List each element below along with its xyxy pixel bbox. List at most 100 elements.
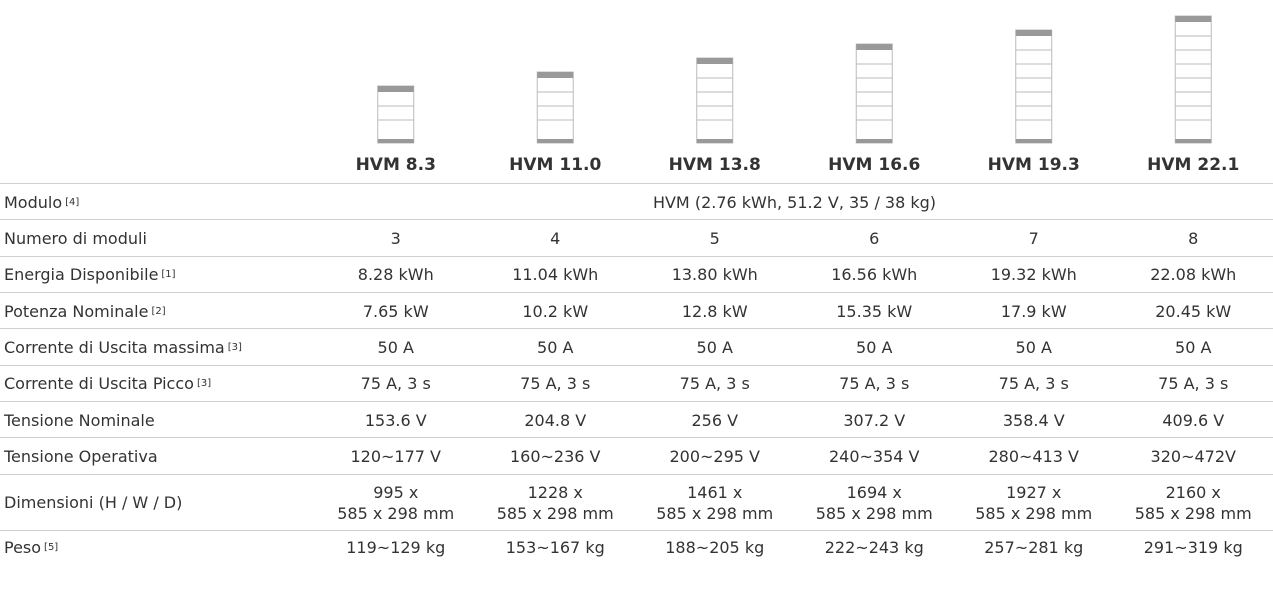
- table-cell: 240~354 V: [795, 438, 955, 475]
- table-cell: 119~129 kg: [316, 531, 476, 564]
- row-label: Corrente di Uscita massima[3]: [0, 329, 320, 366]
- table-cell: 256 V: [635, 402, 795, 438]
- model-name: HVM 19.3: [954, 155, 1114, 181]
- row-label: Peso[5]: [0, 531, 320, 564]
- footnote-ref: [1]: [161, 264, 175, 285]
- footnote-ref: [3]: [197, 373, 211, 394]
- table-cell: 7.65 kW: [316, 293, 476, 329]
- row-label: Tensione Operativa: [0, 438, 320, 475]
- table-cell: 75 A, 3 s: [476, 366, 636, 403]
- row-label: Potenza Nominale[2]: [0, 293, 320, 329]
- table-cell: 12.8 kW: [635, 293, 795, 329]
- model-name: HVM 8.3: [316, 155, 476, 181]
- battery-part: [856, 44, 892, 143]
- battery-part: [378, 139, 414, 143]
- table-cell: 409.6 V: [1114, 402, 1273, 438]
- label-text: Energia Disponibile: [4, 264, 158, 285]
- spec-table: HVM 8.3HVM 11.0HVM 13.8HVM 16.6HVM 19.3H…: [0, 0, 1273, 596]
- table-cell: 280~413 V: [954, 438, 1114, 475]
- battery-part: [856, 44, 892, 50]
- table-cell: 160~236 V: [476, 438, 636, 475]
- cell-line: 995 x: [373, 482, 418, 503]
- table-cell: 5: [635, 220, 795, 257]
- table-cell: 120~177 V: [316, 438, 476, 475]
- battery-icons: [0, 0, 1273, 150]
- battery-part: [537, 72, 573, 143]
- table-cell: 4: [476, 220, 636, 257]
- table-cell: 50 A: [954, 329, 1114, 366]
- table-cell: 75 A, 3 s: [1114, 366, 1273, 403]
- table-cell: 358.4 V: [954, 402, 1114, 438]
- cell-line: 585 x 298 mm: [816, 503, 933, 524]
- model-name: HVM 22.1: [1114, 155, 1273, 181]
- cell-line: 585 x 298 mm: [497, 503, 614, 524]
- table-cell: 16.56 kWh: [795, 257, 955, 294]
- table-cell: 2160 x585 x 298 mm: [1114, 475, 1273, 531]
- row-label: Tensione Nominale: [0, 402, 320, 438]
- table-cell: 15.35 kW: [795, 293, 955, 329]
- table-cell: 307.2 V: [795, 402, 955, 438]
- table-cell: 50 A: [476, 329, 636, 366]
- cell-line: 1694 x: [847, 482, 902, 503]
- table-cell: 153.6 V: [316, 402, 476, 438]
- table-cell: 8.28 kWh: [316, 257, 476, 294]
- row-label: Energia Disponibile[1]: [0, 257, 320, 294]
- battery-part: [1175, 139, 1211, 143]
- label-text: Tensione Operativa: [4, 446, 158, 467]
- label-text: Peso: [4, 537, 41, 558]
- label-text: Numero di moduli: [4, 228, 147, 249]
- table-cell: 11.04 kWh: [476, 257, 636, 294]
- model-name: HVM 11.0: [476, 155, 636, 181]
- cell-line: 2160 x: [1166, 482, 1221, 503]
- battery-part: [856, 139, 892, 143]
- table-cell: 75 A, 3 s: [316, 366, 476, 403]
- battery-part: [697, 58, 733, 64]
- table-cell: 50 A: [1114, 329, 1273, 366]
- label-text: Modulo: [4, 192, 62, 213]
- cell-line: 585 x 298 mm: [656, 503, 773, 524]
- table-cell: 75 A, 3 s: [954, 366, 1114, 403]
- label-text: Corrente di Uscita massima: [4, 337, 225, 358]
- table-cell: 50 A: [795, 329, 955, 366]
- table-cell: 13.80 kWh: [635, 257, 795, 294]
- footnote-ref: [4]: [65, 192, 79, 213]
- table-cell: 20.45 kW: [1114, 293, 1273, 329]
- cell-line: 1461 x: [687, 482, 742, 503]
- label-text: Dimensioni (H / W / D): [4, 492, 182, 513]
- table-cell: 995 x585 x 298 mm: [316, 475, 476, 531]
- battery-part: [1175, 16, 1211, 143]
- table-cell: 320~472V: [1114, 438, 1273, 475]
- cell-line: 1927 x: [1006, 482, 1061, 503]
- table-cell: 50 A: [316, 329, 476, 366]
- table-cell: 8: [1114, 220, 1273, 257]
- label-text: Tensione Nominale: [4, 410, 155, 431]
- table-cell: 50 A: [635, 329, 795, 366]
- cell-line: 585 x 298 mm: [337, 503, 454, 524]
- table-cell: 75 A, 3 s: [795, 366, 955, 403]
- table-cell: 19.32 kWh: [954, 257, 1114, 294]
- row-label: Numero di moduli: [0, 220, 320, 257]
- spanning-cell: HVM (2.76 kWh, 51.2 V, 35 / 38 kg): [316, 184, 1273, 220]
- table-cell: 22.08 kWh: [1114, 257, 1273, 294]
- battery-part: [697, 139, 733, 143]
- table-cell: 10.2 kW: [476, 293, 636, 329]
- table-cell: 204.8 V: [476, 402, 636, 438]
- table-cell: 188~205 kg: [635, 531, 795, 564]
- table-cell: 75 A, 3 s: [635, 366, 795, 403]
- battery-part: [1016, 30, 1052, 143]
- table-cell: 3: [316, 220, 476, 257]
- model-name: HVM 16.6: [795, 155, 955, 181]
- table-cell: 200~295 V: [635, 438, 795, 475]
- table-cell: 6: [795, 220, 955, 257]
- model-name: HVM 13.8: [635, 155, 795, 181]
- row-label: Corrente di Uscita Picco[3]: [0, 366, 320, 403]
- row-label: Modulo[4]: [0, 184, 320, 220]
- battery-part: [1016, 139, 1052, 143]
- table-cell: 7: [954, 220, 1114, 257]
- battery-part: [378, 86, 414, 92]
- battery-part: [378, 86, 414, 143]
- cell-line: 585 x 298 mm: [975, 503, 1092, 524]
